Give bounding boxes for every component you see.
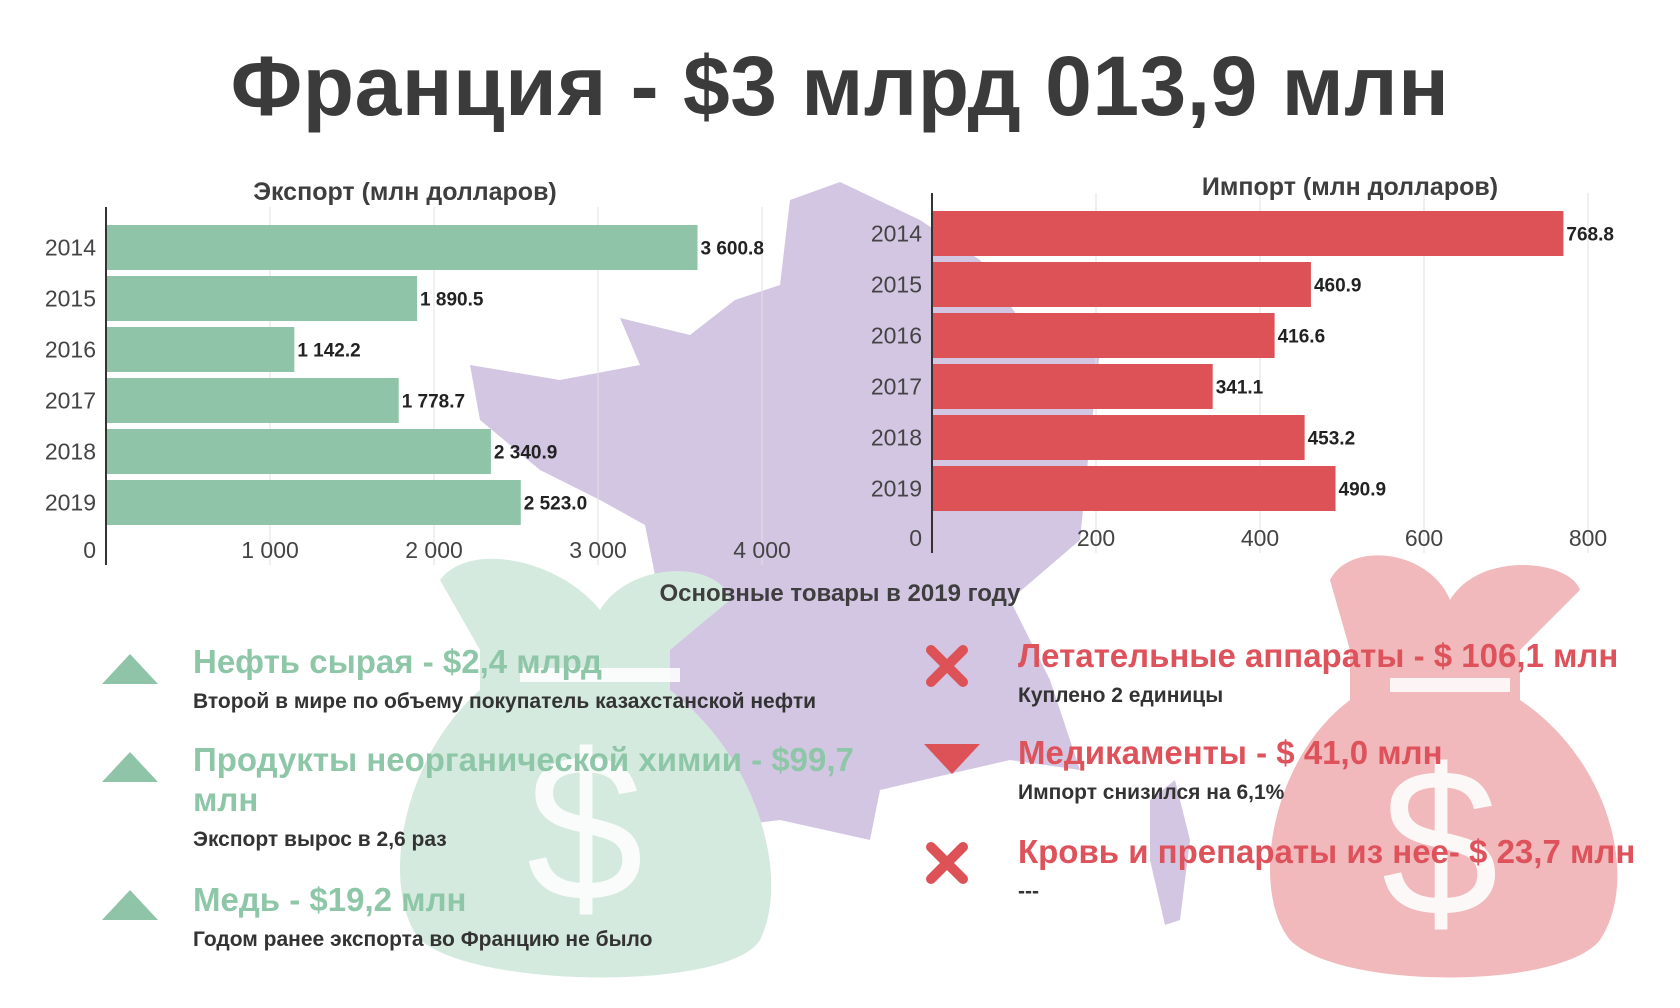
export-bar	[107, 378, 399, 423]
import-category-label: 2016	[871, 323, 922, 349]
export-category-label: 2017	[45, 388, 96, 414]
export-value-label: 2 523.0	[524, 494, 587, 515]
import-tick-label: 400	[1241, 525, 1279, 551]
export-item-note: Второй в мире по объему покупатель казах…	[193, 690, 817, 713]
svg-text:$: $	[1382, 725, 1499, 960]
export-category-label: 2016	[45, 337, 96, 363]
export-value-label: 3 600.8	[701, 239, 764, 260]
import-bar	[933, 262, 1311, 307]
svg-text:$: $	[527, 710, 644, 945]
goods-section-title: Основные товары в 2019 году	[659, 580, 1021, 607]
import-category-label: 2019	[871, 476, 922, 502]
export-tick-label: 0	[83, 537, 96, 563]
import-item-medicine: Медикаменты - $ 41,0 млн Импорт снизился…	[1018, 733, 1658, 805]
export-category-label: 2014	[45, 235, 96, 261]
import-category-label: 2018	[871, 425, 922, 451]
export-item-note: Годом ранее экспорта во Францию не было	[193, 928, 653, 951]
export-tick-label: 4 000	[733, 537, 791, 563]
triangle-down-icon	[924, 744, 980, 774]
export-bar	[107, 225, 698, 270]
import-item-title: Летательные аппараты - $ 106,1 млн	[1018, 637, 1619, 674]
triangle-up-icon	[102, 752, 158, 782]
import-value-label: 490.9	[1339, 480, 1387, 501]
import-bar	[933, 211, 1564, 256]
export-item-title: Медь - $19,2 млн	[193, 881, 467, 918]
export-bar	[107, 429, 491, 474]
export-item-note: Экспорт вырос в 2,6 раз	[193, 828, 447, 851]
export-item-title: Нефть сырая - $2,4 млрд	[193, 643, 602, 680]
export-tick-label: 3 000	[569, 537, 627, 563]
export-item-oil: Нефть сырая - $2,4 млрд Второй в мире по…	[193, 642, 893, 714]
import-value-label: 416.6	[1278, 327, 1326, 348]
import-bar	[933, 466, 1336, 511]
export-tick-label: 2 000	[405, 537, 463, 563]
import-item-note: ---	[1018, 880, 1039, 903]
export-value-label: 1 778.7	[402, 392, 465, 413]
import-value-label: 768.8	[1566, 225, 1614, 246]
export-category-label: 2018	[45, 439, 96, 465]
export-item-copper: Медь - $19,2 млн Годом ранее экспорта во…	[193, 880, 893, 952]
import-category-label: 2014	[871, 221, 922, 247]
cross-icon	[926, 842, 968, 884]
export-value-label: 1 890.5	[420, 290, 484, 311]
export-bar	[107, 480, 521, 525]
red-money-bag-icon: $	[1270, 555, 1618, 978]
import-tick-label: 600	[1405, 525, 1443, 551]
corsica-shape	[1150, 780, 1190, 925]
import-item-title: Медикаменты - $ 41,0 млн	[1018, 734, 1443, 771]
export-tick-label: 1 000	[241, 537, 299, 563]
import-chart-title: Импорт (млн долларов)	[1202, 173, 1498, 201]
triangle-up-icon	[102, 890, 158, 920]
import-item-title: Кровь и препараты из нее- $ 23,7 млн	[1018, 833, 1636, 870]
export-item-title: Продукты неорганической химии - $99,7 мл…	[193, 741, 854, 818]
import-value-label: 453.2	[1308, 429, 1356, 450]
page-title: Франция - $3 млрд 013,9 млн	[230, 39, 1450, 133]
green-money-bag-icon: $	[400, 558, 772, 978]
import-item-blood: Кровь и препараты из нее- $ 23,7 млн ---	[1018, 832, 1678, 904]
import-bar	[933, 415, 1305, 460]
export-category-label: 2019	[45, 490, 96, 516]
triangle-up-icon	[102, 654, 158, 684]
export-value-label: 2 340.9	[494, 443, 557, 464]
export-bar	[107, 327, 295, 372]
import-value-label: 460.9	[1314, 276, 1362, 297]
export-item-chemistry: Продукты неорганической химии - $99,7 мл…	[193, 740, 873, 852]
cross-icon	[926, 645, 968, 687]
export-category-label: 2015	[45, 286, 96, 312]
import-tick-label: 800	[1569, 525, 1607, 551]
import-tick-label: 0	[909, 525, 922, 551]
export-value-label: 1 142.2	[297, 341, 360, 362]
import-tick-label: 200	[1077, 525, 1115, 551]
export-chart-title: Экспорт (млн долларов)	[253, 178, 557, 206]
export-bar	[107, 276, 418, 321]
import-bar	[933, 313, 1275, 358]
import-item-aircraft: Летательные аппараты - $ 106,1 млн Купле…	[1018, 636, 1658, 708]
import-category-label: 2017	[871, 374, 922, 400]
import-value-label: 341.1	[1216, 378, 1264, 399]
import-item-note: Куплено 2 единицы	[1018, 684, 1224, 707]
import-category-label: 2015	[871, 272, 922, 298]
import-bar	[933, 364, 1213, 409]
import-item-note: Импорт снизился на 6,1%	[1018, 781, 1285, 804]
